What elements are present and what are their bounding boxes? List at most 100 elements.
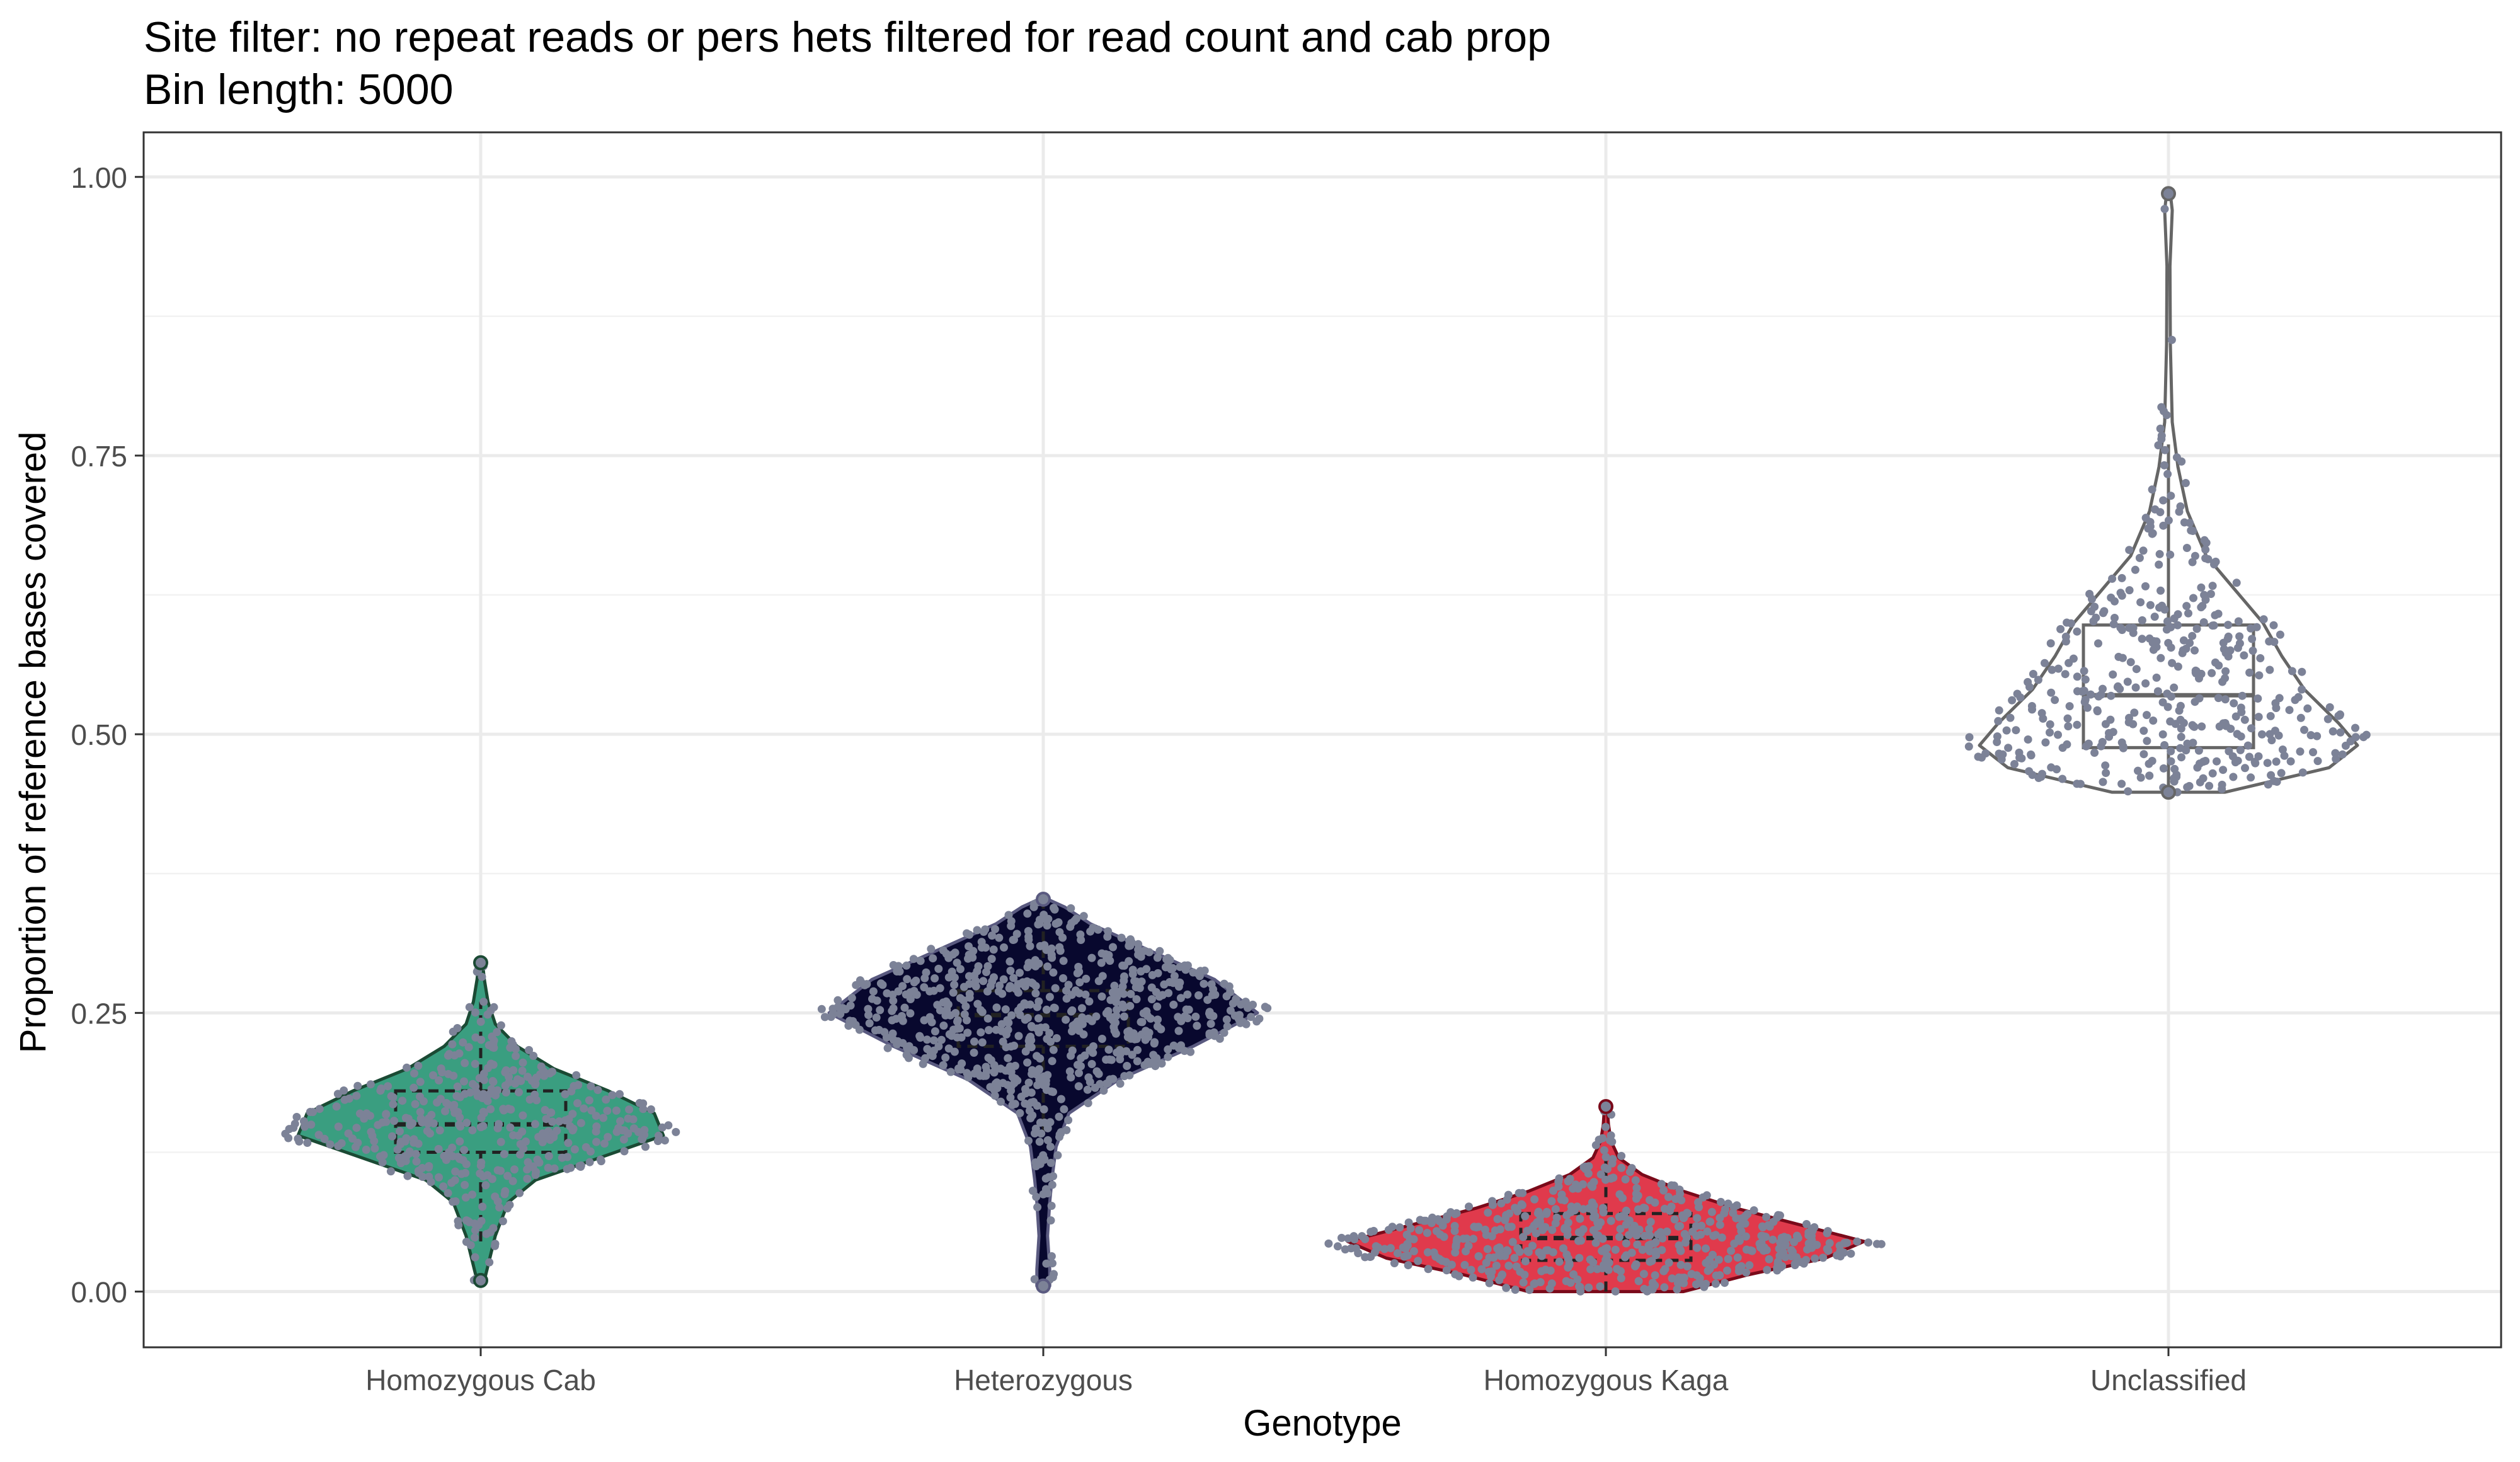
data-point xyxy=(450,1176,459,1185)
data-point xyxy=(461,1090,469,1098)
data-point xyxy=(2125,546,2134,555)
data-point xyxy=(1562,1211,1571,1220)
data-point xyxy=(306,1108,314,1116)
data-point xyxy=(1386,1244,1395,1253)
outlier-point xyxy=(1036,891,1051,907)
data-point xyxy=(2219,766,2228,774)
data-point xyxy=(973,926,982,935)
data-point xyxy=(1030,1275,1039,1284)
data-point xyxy=(516,1150,525,1159)
data-point xyxy=(468,1079,477,1088)
data-point xyxy=(1000,943,1008,952)
data-point xyxy=(920,983,929,992)
data-point xyxy=(1575,1282,1584,1291)
data-point xyxy=(936,984,944,993)
data-point xyxy=(1036,1023,1045,1032)
data-point xyxy=(1646,1240,1655,1249)
data-point xyxy=(1680,1229,1689,1238)
data-point xyxy=(1645,1224,1654,1233)
data-point xyxy=(1562,1277,1571,1286)
data-point xyxy=(1717,1233,1726,1242)
data-point xyxy=(953,1024,961,1033)
data-point xyxy=(2172,453,2181,462)
data-point xyxy=(1008,1073,1017,1081)
data-point xyxy=(976,1028,985,1037)
data-point xyxy=(1220,1028,1228,1037)
data-point xyxy=(1843,1238,1851,1247)
data-point xyxy=(1964,742,1973,751)
data-point xyxy=(1200,979,1208,988)
data-point xyxy=(2054,730,2062,739)
data-point xyxy=(2047,763,2056,772)
data-point xyxy=(1097,992,1106,1001)
data-point xyxy=(2107,691,2116,700)
data-point xyxy=(1380,1245,1389,1253)
data-point xyxy=(2170,764,2179,773)
data-point xyxy=(1154,1022,1162,1031)
data-point xyxy=(2109,728,2117,737)
data-point xyxy=(2100,607,2109,616)
data-point xyxy=(1067,919,1076,928)
data-point xyxy=(416,1114,425,1123)
data-point xyxy=(2155,550,2164,558)
data-point xyxy=(902,961,911,970)
data-point xyxy=(618,1126,627,1135)
data-point xyxy=(1168,964,1177,973)
data-point xyxy=(1132,1035,1141,1044)
data-point xyxy=(1659,1186,1668,1195)
data-point xyxy=(2025,767,2034,776)
data-point xyxy=(1005,984,1014,993)
data-point xyxy=(2150,613,2159,621)
data-point xyxy=(1176,978,1184,987)
data-point xyxy=(2145,771,2154,780)
data-point xyxy=(1184,1005,1193,1014)
data-point xyxy=(1390,1259,1399,1267)
data-point xyxy=(2309,748,2317,757)
data-point xyxy=(1733,1253,1742,1262)
data-point xyxy=(505,1073,513,1081)
data-point xyxy=(1021,1015,1029,1024)
data-point xyxy=(2146,601,2155,609)
data-point xyxy=(939,1022,948,1030)
data-point xyxy=(1994,717,2003,725)
data-point xyxy=(2177,724,2185,733)
data-point xyxy=(1161,963,1170,972)
data-point xyxy=(389,1093,398,1102)
data-point xyxy=(544,1163,553,1172)
data-point xyxy=(1593,1265,1601,1274)
data-point xyxy=(1664,1258,1673,1267)
data-point xyxy=(2254,713,2263,722)
data-point xyxy=(451,1197,460,1206)
data-point xyxy=(945,1030,954,1039)
data-point xyxy=(1547,1197,1556,1206)
data-point xyxy=(477,1217,486,1226)
data-point xyxy=(2285,706,2294,715)
data-point xyxy=(2097,690,2105,699)
data-point xyxy=(1589,1178,1598,1187)
data-point xyxy=(1049,1045,1058,1054)
data-point xyxy=(2170,683,2179,692)
data-point xyxy=(1206,1020,1215,1028)
data-point xyxy=(2298,667,2306,676)
data-point xyxy=(1450,1222,1459,1230)
data-point xyxy=(2047,688,2056,697)
data-point xyxy=(586,1147,595,1156)
data-point xyxy=(900,1003,909,1012)
data-point xyxy=(1043,1035,1051,1044)
data-point xyxy=(1502,1284,1511,1292)
data-point xyxy=(468,1190,477,1199)
data-point xyxy=(592,1137,601,1146)
data-point xyxy=(1415,1226,1424,1235)
data-point xyxy=(2196,759,2204,768)
data-point xyxy=(518,1111,527,1120)
data-point xyxy=(2061,670,2070,679)
data-point xyxy=(2125,713,2133,722)
data-point xyxy=(352,1124,361,1132)
data-point xyxy=(2109,670,2117,679)
data-point xyxy=(1404,1261,1412,1270)
data-point xyxy=(1559,1244,1567,1253)
data-point xyxy=(569,1124,578,1133)
data-point xyxy=(1622,1220,1630,1229)
data-point xyxy=(981,925,990,934)
data-point xyxy=(479,998,488,1006)
